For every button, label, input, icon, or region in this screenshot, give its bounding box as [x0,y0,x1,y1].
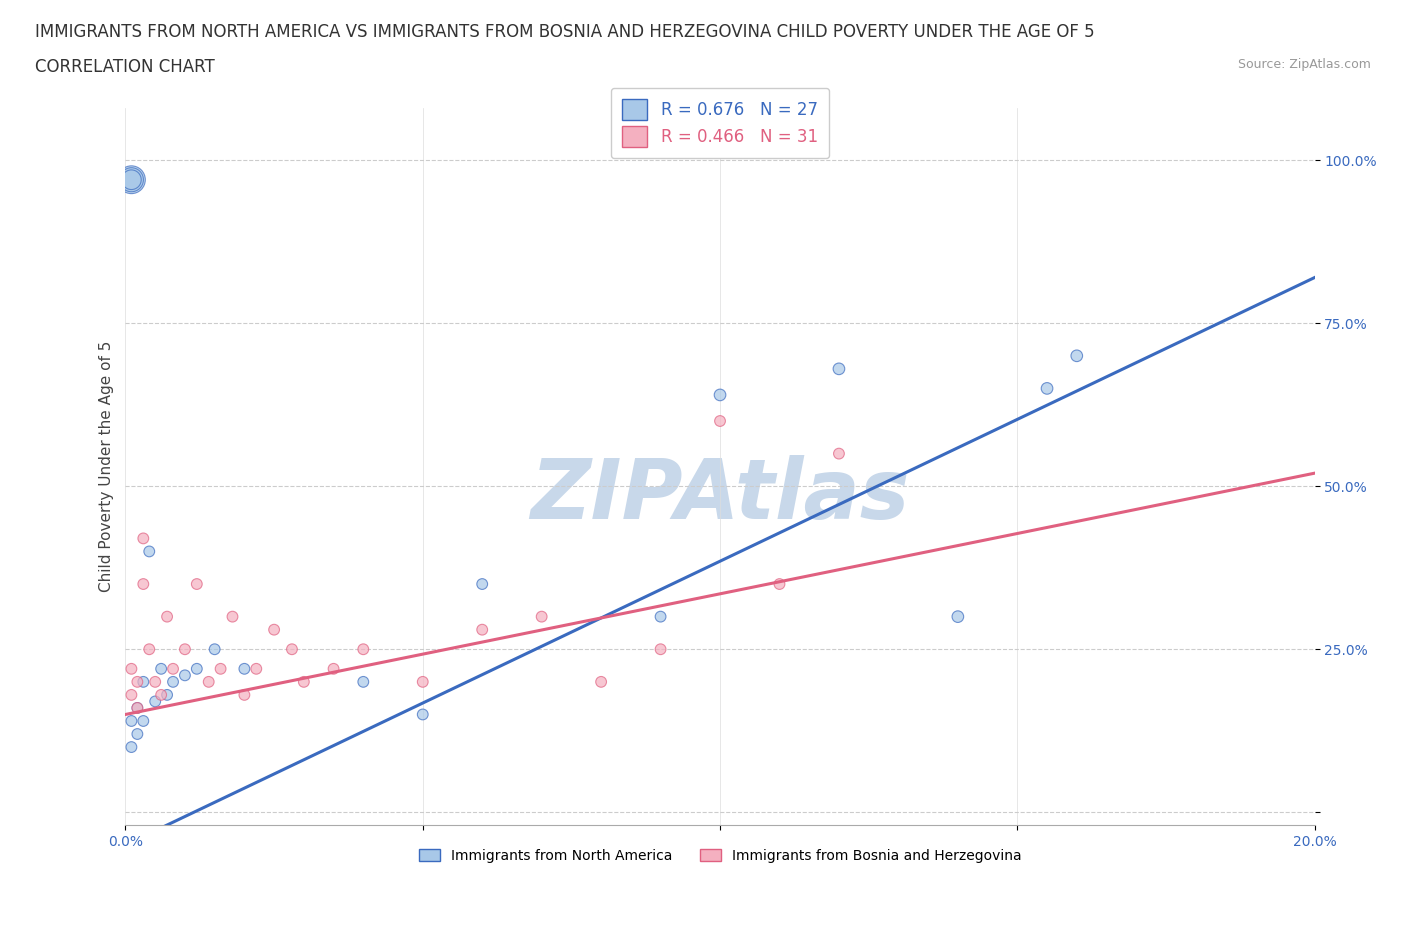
Point [412,707,434,722]
Point [1036,381,1059,396]
Point [127,674,149,689]
Point [162,661,184,676]
Point [174,668,197,683]
Point [186,577,208,591]
Point [281,642,304,657]
Point [471,577,494,591]
Point [150,687,173,702]
Point [768,577,790,591]
Text: Source: ZipAtlas.com: Source: ZipAtlas.com [1237,58,1371,71]
Point [138,642,160,657]
Point [174,642,197,657]
Point [120,172,142,187]
Point [245,661,267,676]
Point [186,661,208,676]
Point [120,713,142,728]
Point [322,661,344,676]
Point [120,172,142,187]
Point [120,172,142,187]
Point [132,713,155,728]
Point [120,739,142,754]
Point [127,726,149,741]
Point [127,700,149,715]
Text: ZIPAtlas: ZIPAtlas [530,455,910,536]
Point [591,674,613,689]
Point [650,609,672,624]
Point [204,642,226,657]
Point [162,674,184,689]
Point [132,577,155,591]
Point [156,609,179,624]
Point [156,687,179,702]
Point [132,531,155,546]
Point [132,674,155,689]
Point [233,687,256,702]
Legend: Immigrants from North America, Immigrants from Bosnia and Herzegovina: Immigrants from North America, Immigrant… [413,844,1026,869]
Point [143,674,166,689]
Point [828,446,851,461]
Point [120,687,142,702]
Point [221,609,243,624]
Point [530,609,553,624]
Point [120,661,142,676]
Point [709,388,731,403]
Point [352,674,374,689]
Point [471,622,494,637]
Point [233,661,256,676]
Point [150,661,173,676]
Point [209,661,232,676]
Point [709,414,731,429]
Point [292,674,315,689]
Y-axis label: Child Poverty Under the Age of 5: Child Poverty Under the Age of 5 [100,341,114,592]
Text: CORRELATION CHART: CORRELATION CHART [35,58,215,75]
Point [197,674,219,689]
Point [138,544,160,559]
Point [412,674,434,689]
Point [143,694,166,709]
Point [650,642,672,657]
Point [352,642,374,657]
Text: IMMIGRANTS FROM NORTH AMERICA VS IMMIGRANTS FROM BOSNIA AND HERZEGOVINA CHILD PO: IMMIGRANTS FROM NORTH AMERICA VS IMMIGRA… [35,23,1095,41]
Point [946,609,969,624]
Point [828,362,851,377]
Point [1066,349,1088,364]
Point [127,700,149,715]
Point [263,622,285,637]
